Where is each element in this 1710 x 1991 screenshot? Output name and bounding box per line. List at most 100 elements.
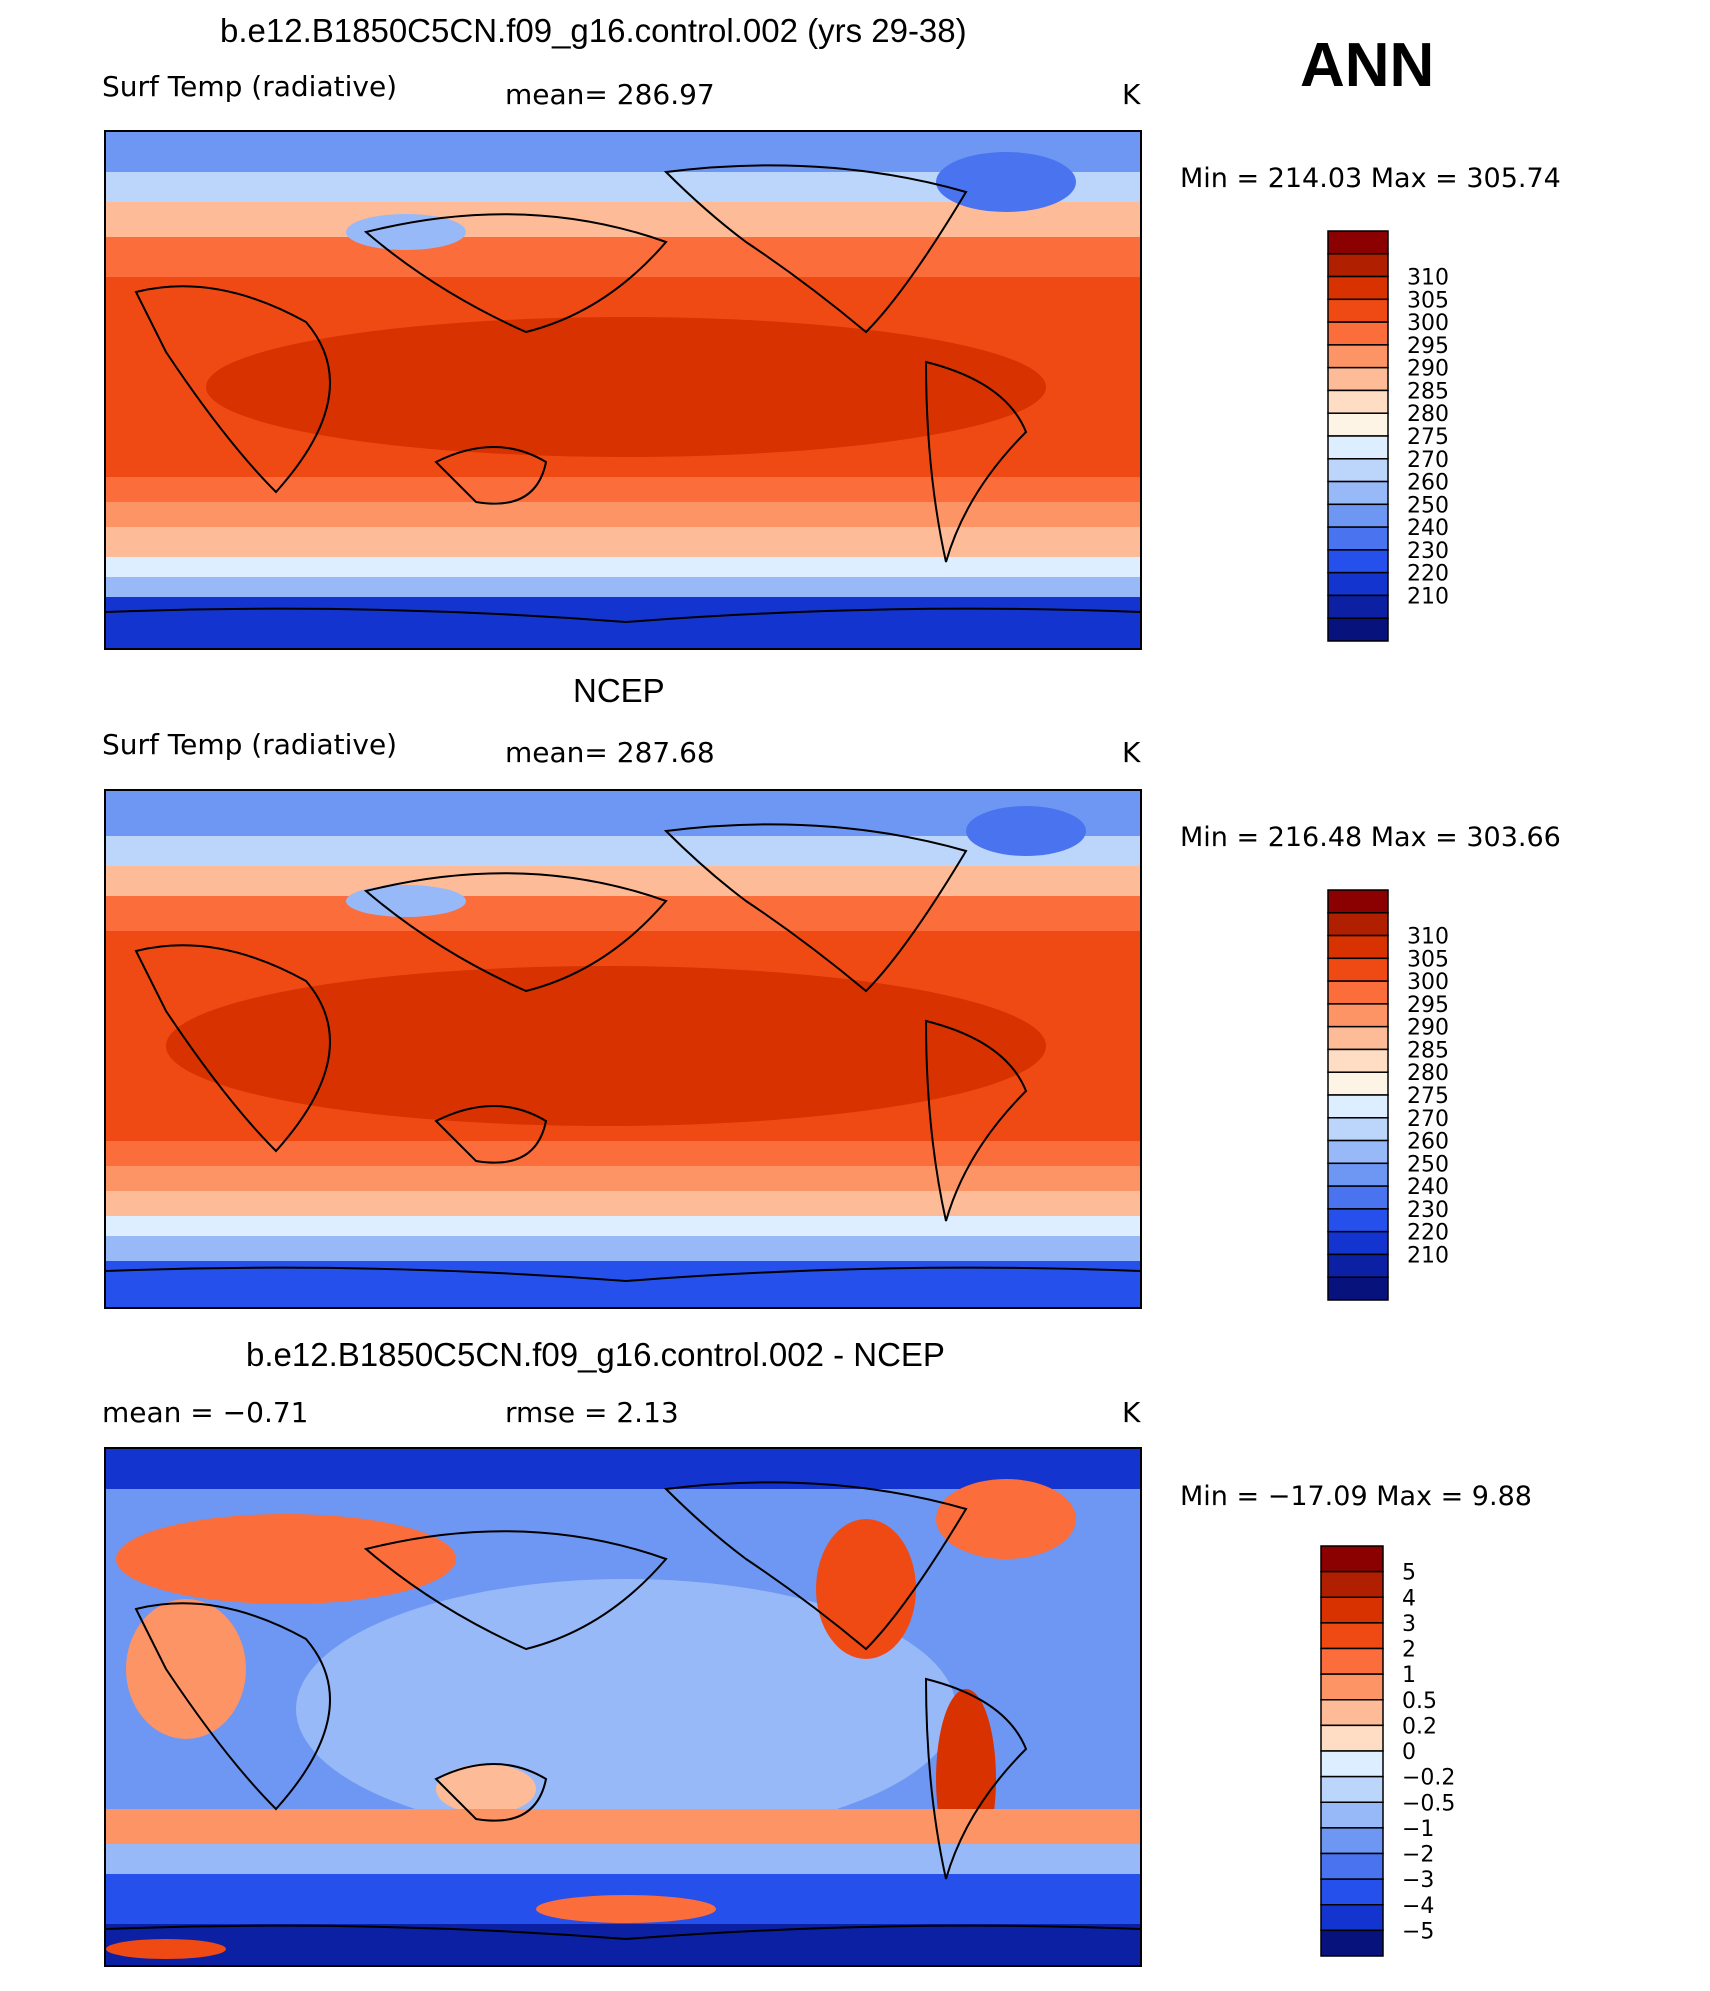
colorbar-box: [1327, 1071, 1389, 1096]
season-label: ANN: [1300, 31, 1435, 100]
colorbar-box: [1327, 412, 1389, 437]
panel-3-colorbar: 5 4 3 2 1 0.5 0.2 0 −0.2 −0.5 −1 −2 −3 −4 −5: [1320, 1545, 1490, 1957]
panel-1-title: b.e12.B1850C5CN.f09_g16.control.002 (yrs…: [220, 12, 967, 49]
colorbar-label: 275: [1407, 1084, 1449, 1109]
panel-2-title: NCEP: [573, 672, 665, 709]
colorbar-label: 280: [1407, 1061, 1449, 1086]
colorbar-label: 260: [1407, 471, 1449, 496]
colorbar-box: [1320, 1724, 1384, 1752]
colorbar-label: −4: [1402, 1894, 1434, 1919]
colorbar-label: 5: [1402, 1561, 1416, 1586]
colorbar-label: 0: [1402, 1740, 1416, 1765]
colorbar-box: [1320, 1673, 1384, 1701]
panel-3-mean-label: mean = −0.71: [102, 1396, 309, 1429]
colorbar-box: [1320, 1775, 1384, 1803]
panel-2-minmax: Min = 216.48 Max = 303.66: [1180, 822, 1561, 853]
panel-1-temperature-field: [106, 132, 1140, 648]
panel-1-units: K: [1122, 78, 1141, 111]
colorbar-box: [1327, 957, 1389, 982]
colorbar-box: [1320, 1801, 1384, 1829]
colorbar-label: 0.2: [1402, 1714, 1437, 1739]
colorbar-label: −1: [1402, 1817, 1434, 1842]
panel-3-units: K: [1122, 1396, 1141, 1429]
colorbar-box: [1320, 1929, 1384, 1957]
panel-2-variable-label: Surf Temp (radiative): [102, 728, 398, 761]
panel-3-difference-field: [106, 1449, 1140, 1965]
colorbar-box: [1320, 1827, 1384, 1855]
colorbar-box: [1327, 298, 1389, 323]
colorbar-label: 240: [1407, 516, 1449, 541]
panel-2-colorbar: 310 305 300 295 290 285 280 275 270 260 250 240 230 2…: [1327, 889, 1487, 1301]
colorbar-box: [1320, 1596, 1384, 1624]
colorbar-label: 285: [1407, 379, 1449, 404]
colorbar-box: [1327, 549, 1389, 574]
colorbar-box: [1320, 1904, 1384, 1932]
colorbar-box: [1327, 526, 1389, 551]
colorbar-box: [1327, 1048, 1389, 1073]
colorbar-box: [1327, 503, 1389, 528]
panel-2-colorbar-svg: 3103053002952902852802752702602502402302…: [1327, 889, 1449, 1301]
colorbar-label: 270: [1407, 448, 1449, 473]
colorbar-box: [1327, 458, 1389, 483]
colorbar-label: −0.5: [1402, 1791, 1455, 1816]
panel-1-minmax: Min = 214.03 Max = 305.74: [1180, 163, 1561, 194]
colorbar-label: 4: [1402, 1586, 1416, 1611]
panel-2-units: K: [1122, 736, 1141, 769]
panel-3-map: [104, 1447, 1142, 1967]
panel-1-map: [104, 130, 1142, 650]
colorbar-label: 3: [1402, 1612, 1416, 1637]
colorbar-box: [1327, 435, 1389, 460]
colorbar-box: [1327, 912, 1389, 937]
colorbar-label: 280: [1407, 402, 1449, 427]
colorbar-box: [1327, 1025, 1389, 1051]
colorbar-label: 305: [1407, 947, 1449, 972]
colorbar-label: 270: [1407, 1107, 1449, 1132]
panel-1-mean-label: mean= 286.97: [505, 78, 715, 111]
panel-2-map: [104, 789, 1142, 1309]
colorbar-label: 285: [1407, 1038, 1449, 1063]
colorbar-box: [1320, 1852, 1384, 1880]
colorbar-label: 1: [1402, 1663, 1416, 1688]
colorbar-box: [1320, 1545, 1384, 1573]
colorbar-box: [1327, 366, 1389, 392]
colorbar-label: 210: [1407, 1243, 1449, 1268]
colorbar-label: 310: [1407, 266, 1449, 291]
colorbar-box: [1327, 1230, 1389, 1256]
colorbar-box: [1327, 275, 1389, 301]
colorbar-label: 2: [1402, 1638, 1416, 1663]
colorbar-label: −0.2: [1402, 1766, 1455, 1791]
colorbar-label: −3: [1402, 1868, 1434, 1893]
colorbar-label: 250: [1407, 493, 1449, 518]
panel-3-minmax: Min = −17.09 Max = 9.88: [1180, 1481, 1532, 1512]
colorbar-box: [1327, 980, 1389, 1005]
colorbar-label: 300: [1407, 970, 1449, 995]
colorbar-box: [1327, 344, 1389, 369]
colorbar-label: 305: [1407, 288, 1449, 313]
colorbar-label: 300: [1407, 311, 1449, 336]
colorbar-box: [1327, 1003, 1389, 1028]
colorbar-label: 230: [1407, 1198, 1449, 1223]
panel-1-variable-label: Surf Temp (radiative): [102, 70, 398, 103]
colorbar-label: 260: [1407, 1130, 1449, 1155]
panel-2-temperature-field: [106, 791, 1140, 1307]
colorbar-label: 290: [1407, 1016, 1449, 1041]
colorbar-label: 250: [1407, 1152, 1449, 1177]
colorbar-box: [1320, 1750, 1384, 1778]
colorbar-label: 310: [1407, 925, 1449, 950]
colorbar-box: [1327, 1117, 1389, 1142]
colorbar-label: 230: [1407, 539, 1449, 564]
colorbar-label: 240: [1407, 1175, 1449, 1200]
colorbar-box: [1327, 594, 1389, 619]
colorbar-label: 275: [1407, 425, 1449, 450]
colorbar-box: [1327, 571, 1389, 597]
colorbar-label: 295: [1407, 334, 1449, 359]
colorbar-box: [1327, 321, 1389, 346]
colorbar-box: [1327, 934, 1389, 960]
colorbar-label: 295: [1407, 993, 1449, 1018]
colorbar-box: [1327, 617, 1389, 642]
colorbar-label: 220: [1407, 1221, 1449, 1246]
colorbar-box: [1327, 1276, 1389, 1301]
panel-3-title: b.e12.B1850C5CN.f09_g16.control.002 - NC…: [246, 1336, 945, 1373]
colorbar-box: [1327, 1162, 1389, 1187]
